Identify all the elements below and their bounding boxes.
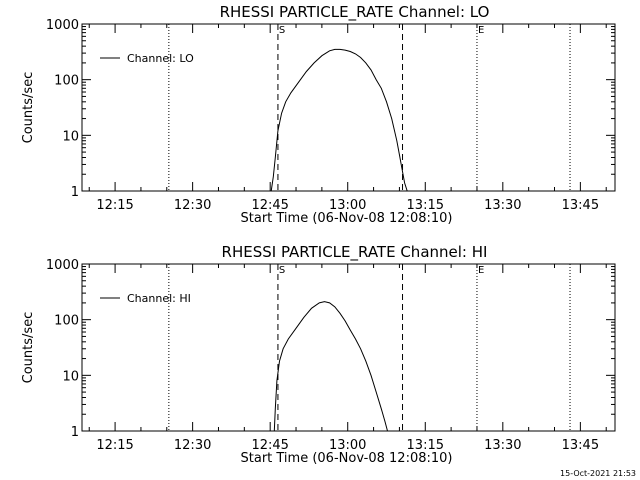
x-tick-label: 13:45 (562, 198, 599, 213)
chart-title: RHESSI PARTICLE_RATE Channel: LO (220, 3, 490, 22)
chart-panel-1: RHESSI PARTICLE_RATE Channel: HI Counts/s… (21, 243, 616, 466)
x-tick-label: 13:15 (407, 198, 444, 213)
x-tick-label: 13:30 (484, 438, 521, 453)
footer-timestamp: 15-Oct-2021 21:53 (560, 469, 636, 478)
x-tick-label: 12:45 (251, 198, 288, 213)
marker-label: S (279, 25, 285, 36)
plot-frame (81, 263, 616, 432)
y-tick-label: 100 (54, 74, 79, 89)
series-line-0 (273, 301, 388, 432)
y-tick-label: 100 (54, 314, 79, 329)
y-axis-label: Counts/sec (21, 312, 36, 384)
x-tick-label: 13:30 (484, 198, 521, 213)
x-tick-label: 12:15 (96, 198, 133, 213)
x-tick-label: 13:00 (329, 438, 366, 453)
marker-label: E (478, 265, 484, 276)
x-tick-label: 12:30 (174, 198, 211, 213)
y-tick-label: 10 (62, 369, 79, 384)
plot-frame (81, 23, 616, 192)
x-tick-label: 13:45 (562, 438, 599, 453)
x-tick-label: 13:00 (329, 198, 366, 213)
y-axis-label: Counts/sec (21, 72, 36, 144)
y-tick-label: 1000 (46, 18, 79, 33)
x-tick-label: 12:15 (96, 438, 133, 453)
marker-label: S (279, 265, 285, 276)
x-tick-label: 13:15 (407, 438, 444, 453)
x-axis-label: Start Time (06-Nov-08 12:08:10) (241, 451, 453, 466)
series-line-0 (270, 48, 408, 192)
chart-title: RHESSI PARTICLE_RATE Channel: HI (222, 243, 488, 262)
y-tick-label: 1 (71, 425, 79, 440)
y-tick-label: 10 (62, 129, 79, 144)
legend-label: Channel: LO (127, 52, 194, 65)
x-tick-label: 12:45 (251, 438, 288, 453)
x-axis-label: Start Time (06-Nov-08 12:08:10) (241, 211, 453, 226)
legend-label: Channel: HI (127, 292, 191, 305)
x-tick-label: 12:30 (174, 438, 211, 453)
marker-label: E (478, 25, 484, 36)
y-tick-label: 1 (71, 185, 79, 200)
y-tick-label: 1000 (46, 258, 79, 273)
chart-panel-0: RHESSI PARTICLE_RATE Channel: LO Counts/s… (21, 3, 616, 226)
